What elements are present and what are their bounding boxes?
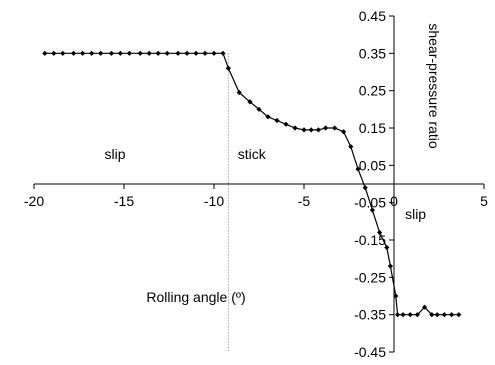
data-point [362,185,368,191]
data-point [292,125,298,131]
y-axis-label: shear-pressure ratio [426,23,442,148]
data-point [155,50,161,56]
data-point [384,244,390,251]
data-point [395,312,401,318]
data-point [71,50,77,56]
data-point [117,50,123,56]
data-point [98,50,104,56]
data-point [341,129,347,135]
data-point [387,263,393,269]
x-tick-label: -10 [204,193,224,209]
data-point [202,50,208,56]
data-point [332,125,338,131]
x-axis-label: Rolling angle (º) [146,289,245,305]
data-point [456,312,462,318]
data-point [283,121,289,127]
data-point [164,50,170,56]
data-point [42,50,48,56]
data-point [429,312,435,318]
y-tick-label: 0.35 [359,45,386,61]
data-point [348,144,354,150]
data-point [236,89,242,96]
data-point [146,50,152,56]
x-tick-label: -15 [114,193,134,209]
region-label: slip [104,146,125,162]
data-point [414,312,420,318]
data-point [211,50,217,56]
y-tick-label: 0.05 [359,157,386,173]
data-point [247,99,253,105]
data-point [449,312,455,318]
data-point [393,293,399,299]
data-point [80,50,86,56]
data-point [355,166,361,172]
data-point [441,312,447,318]
x-tick-label: 5 [480,193,488,209]
data-point [137,50,143,56]
data-point [315,127,321,133]
data-point [220,50,226,56]
data-point [175,50,181,56]
data-point [256,106,262,112]
region-label: slip [405,206,426,222]
data-point [51,50,57,56]
data-point [400,312,406,318]
data-point [301,127,307,133]
data-point [126,50,132,56]
data-point [308,127,314,133]
plot-area: -20 -15 -10 -5 0 50.450.350.250.150.05-0.05-0… [24,8,488,360]
data-point [89,50,95,56]
y-tick-label: 0.15 [359,120,386,136]
y-tick-label: -0.35 [354,307,386,323]
x-tick-label: -5 [298,193,311,209]
y-tick-label: -0.15 [354,232,386,248]
data-point [323,125,329,131]
data-point [108,50,114,56]
data-point [274,117,280,124]
x-tick-label: 0 [390,193,398,209]
data-point [407,312,413,318]
data-point [369,207,375,213]
data-point [60,50,66,56]
x-tick-label: -20 [24,193,44,209]
data-point [265,114,271,120]
data-point [184,50,190,56]
data-point [377,229,383,236]
data-point [193,50,199,56]
region-label: stick [238,146,267,162]
series-line [44,52,459,316]
y-tick-label: 0.25 [359,83,386,99]
data-point [422,304,428,310]
y-tick-label: 0.45 [359,8,386,24]
y-tick-label: -0.45 [354,344,386,360]
data-point [225,65,231,71]
y-tick-label: -0.25 [354,269,386,285]
data-point [434,312,440,318]
